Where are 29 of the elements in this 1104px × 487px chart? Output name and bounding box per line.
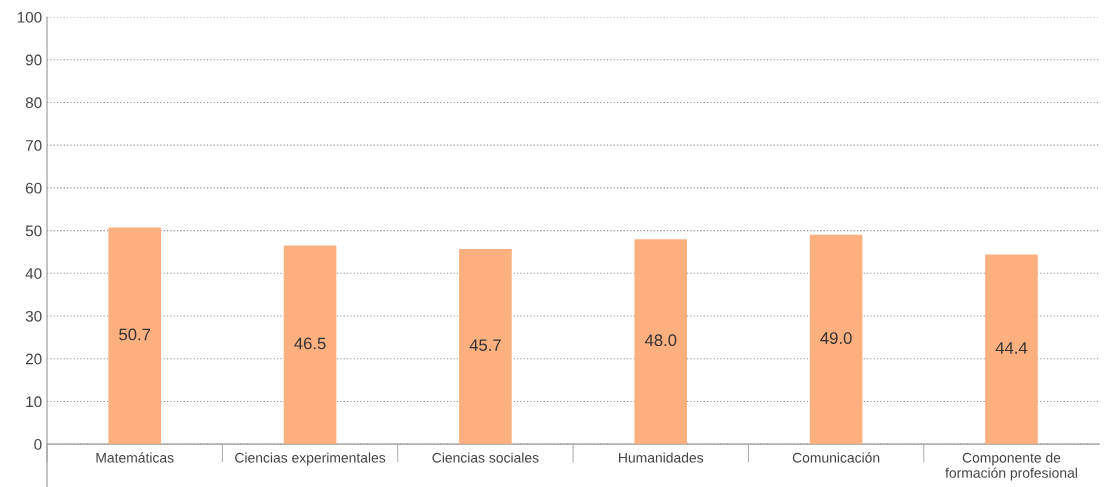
y-tick-label: 10 — [26, 396, 42, 408]
bar — [809, 234, 863, 445]
bar — [634, 239, 688, 445]
y-tick-label: 20 — [25, 353, 42, 365]
data-label: 44.4 — [995, 342, 1028, 354]
x-tick-label: Comunicación — [792, 452, 880, 463]
y-tick-label: 40 — [25, 268, 42, 279]
y-tick-label: 30 — [25, 310, 42, 322]
data-label: 46.5 — [294, 337, 326, 350]
data-label: 45.7 — [469, 339, 501, 352]
y-tick-label: 100 — [17, 11, 42, 23]
x-tick-label: Componente de formación profesional — [945, 452, 1077, 481]
bar — [108, 227, 162, 445]
data-label: 50.7 — [119, 328, 151, 341]
y-tick-label: 70 — [25, 140, 42, 151]
y-tick-label: 60 — [25, 182, 42, 194]
x-tick-label: Ciencias sociales — [432, 452, 539, 463]
bar — [985, 254, 1038, 445]
bar — [459, 248, 512, 445]
y-tick-label: 50 — [25, 225, 42, 237]
y-tick-label: 90 — [25, 54, 42, 66]
y-tick-label: 80 — [25, 97, 42, 109]
data-label: 48.0 — [644, 334, 677, 347]
data-label: 49.0 — [820, 332, 852, 344]
y-tick-label: 0 — [34, 439, 42, 450]
x-tick-label: Matemáticas — [96, 452, 174, 463]
x-tick-label: Humanidades — [619, 452, 704, 463]
bar — [283, 245, 337, 445]
x-tick-label: Ciencias experimentales — [235, 452, 386, 466]
